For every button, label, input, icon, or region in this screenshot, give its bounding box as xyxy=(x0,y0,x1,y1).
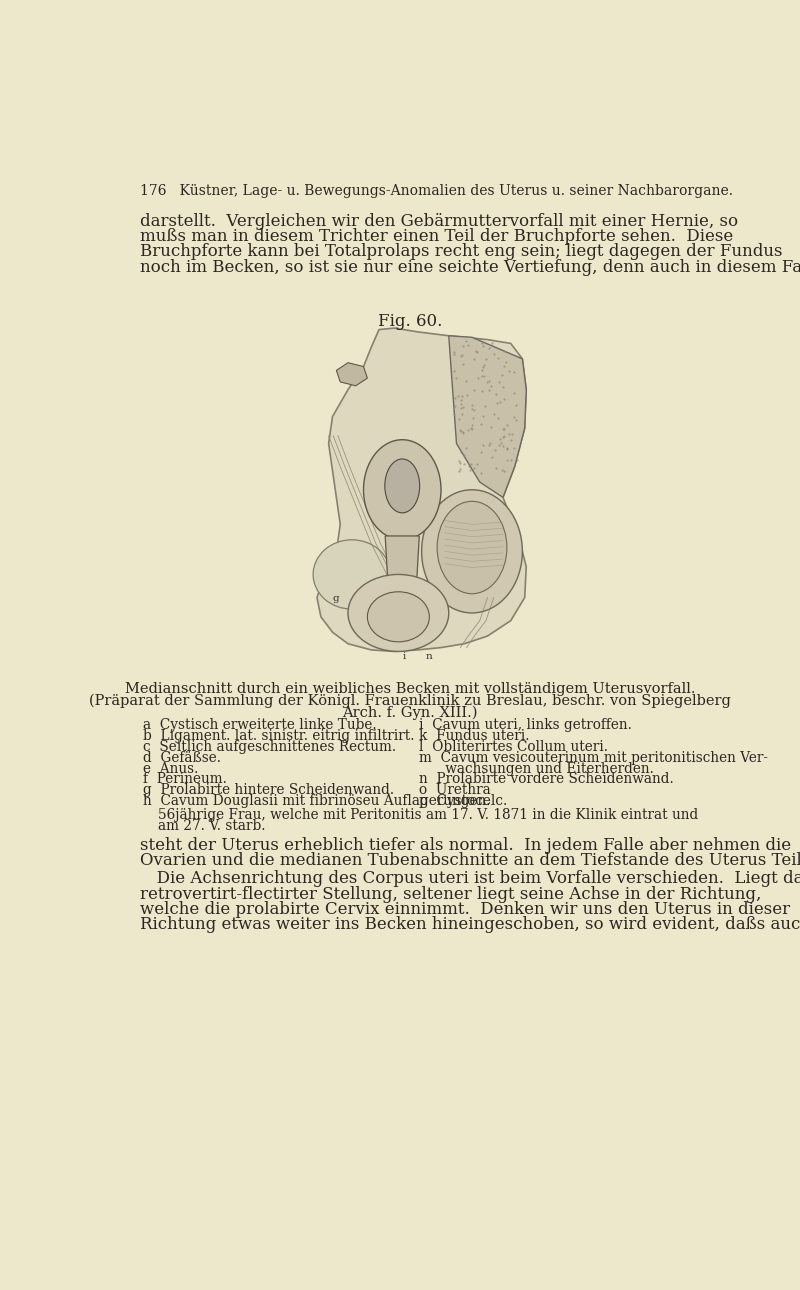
Ellipse shape xyxy=(363,440,441,539)
Text: Medianschnitt durch ein weibliches Becken mit vollständigem Uterusvorfall.: Medianschnitt durch ein weibliches Becke… xyxy=(125,682,695,697)
Text: k  Fundus uteri.: k Fundus uteri. xyxy=(419,729,530,743)
Polygon shape xyxy=(449,335,526,498)
Text: darstellt.  Vergleichen wir den Gebärmuttervorfall mit einer Hernie, so: darstellt. Vergleichen wir den Gebärmutt… xyxy=(140,213,738,230)
Text: e  Anus.: e Anus. xyxy=(142,761,198,775)
Text: noch im Becken, so ist sie nur eine seichte Vertiefung, denn auch in diesem Fall: noch im Becken, so ist sie nur eine seic… xyxy=(140,259,800,276)
Ellipse shape xyxy=(422,490,522,613)
Text: (Präparat der Sammlung der Königl. Frauenklinik zu Breslau, beschr. von Spiegelb: (Präparat der Sammlung der Königl. Fraue… xyxy=(89,694,731,708)
Text: Arch. f. Gyn. XIII.): Arch. f. Gyn. XIII.) xyxy=(342,706,478,720)
Text: Richtung etwas weiter ins Becken hineingeschoben, so wird evident, daßs auch: Richtung etwas weiter ins Becken hineing… xyxy=(140,916,800,934)
Ellipse shape xyxy=(385,459,420,513)
Text: welche die prolabirte Cervix einnimmt.  Denken wir uns den Uterus in dieser: welche die prolabirte Cervix einnimmt. D… xyxy=(140,900,790,918)
Text: i: i xyxy=(402,653,406,662)
Text: o  Urethra: o Urethra xyxy=(419,783,491,797)
Text: wachsungen und Eiterherden.: wachsungen und Eiterherden. xyxy=(419,761,654,775)
Text: Fig. 60.: Fig. 60. xyxy=(378,312,442,330)
Text: retrovertirt-flectirter Stellung, seltener liegt seine Achse in der Richtung,: retrovertirt-flectirter Stellung, selten… xyxy=(140,885,762,903)
Text: l  Obliterirtes Collum uteri.: l Obliterirtes Collum uteri. xyxy=(419,740,608,753)
Text: mußs man in diesem Trichter einen Teil der Bruchpforte sehen.  Diese: mußs man in diesem Trichter einen Teil d… xyxy=(140,228,734,245)
Text: i  Cavum uteri, links getroffen.: i Cavum uteri, links getroffen. xyxy=(419,719,632,733)
Text: am 27. V. starb.: am 27. V. starb. xyxy=(158,819,266,833)
Ellipse shape xyxy=(367,592,430,642)
Text: m  Cavum vesicouterinum mit peritonitischen Ver-: m Cavum vesicouterinum mit peritonitisch… xyxy=(419,751,768,765)
Text: Ovarien und die medianen Tubenabschnitte an dem Tiefstande des Uterus Teil.: Ovarien und die medianen Tubenabschnitte… xyxy=(140,853,800,869)
Text: n: n xyxy=(426,653,432,662)
Text: g  Prolabirte hintere Scheidenwand.: g Prolabirte hintere Scheidenwand. xyxy=(142,783,394,797)
Text: f  Perineum.: f Perineum. xyxy=(142,773,226,787)
Polygon shape xyxy=(317,328,526,651)
Text: c  Seitlich aufgeschnittenes Rectum.: c Seitlich aufgeschnittenes Rectum. xyxy=(142,740,396,753)
Text: g: g xyxy=(333,595,339,604)
Ellipse shape xyxy=(348,574,449,651)
Polygon shape xyxy=(336,362,367,386)
Bar xyxy=(255,328,565,670)
Text: Die Achsenrichtung des Corpus uteri ist beim Vorfalle verschieden.  Liegt das Or: Die Achsenrichtung des Corpus uteri ist … xyxy=(140,871,800,888)
Text: steht der Uterus erheblich tiefer als normal.  In jedem Falle aber nehmen die: steht der Uterus erheblich tiefer als no… xyxy=(140,837,791,854)
Text: 176   Küstner, Lage- u. Bewegungs-Anomalien des Uterus u. seiner Nachbarorgane.: 176 Küstner, Lage- u. Bewegungs-Anomalie… xyxy=(140,184,734,199)
Text: d  Gefäßse.: d Gefäßse. xyxy=(142,751,221,765)
Text: n  Prolabirte vordere Scheidenwand.: n Prolabirte vordere Scheidenwand. xyxy=(419,773,674,787)
Text: p  Cystocelc.: p Cystocelc. xyxy=(419,793,507,808)
Text: b  Ligament. lat. sinistr. eitrig infiltrirt.: b Ligament. lat. sinistr. eitrig infiltr… xyxy=(142,729,414,743)
Text: a  Cystisch erweiterte linke Tube.: a Cystisch erweiterte linke Tube. xyxy=(142,719,376,733)
Text: h  Cavum Douglasii mit fibrinöseu Auflagerungen.: h Cavum Douglasii mit fibrinöseu Auflage… xyxy=(142,793,490,808)
Polygon shape xyxy=(386,535,419,590)
Ellipse shape xyxy=(313,539,390,609)
Ellipse shape xyxy=(437,502,507,593)
Text: 56jährige Frau, welche mit Peritonitis am 17. V. 1871 in die Klinik eintrat und: 56jährige Frau, welche mit Peritonitis a… xyxy=(158,808,698,822)
Text: Bruchpforte kann bei Totalprolaps recht eng sein; liegt dagegen der Fundus: Bruchpforte kann bei Totalprolaps recht … xyxy=(140,244,782,261)
